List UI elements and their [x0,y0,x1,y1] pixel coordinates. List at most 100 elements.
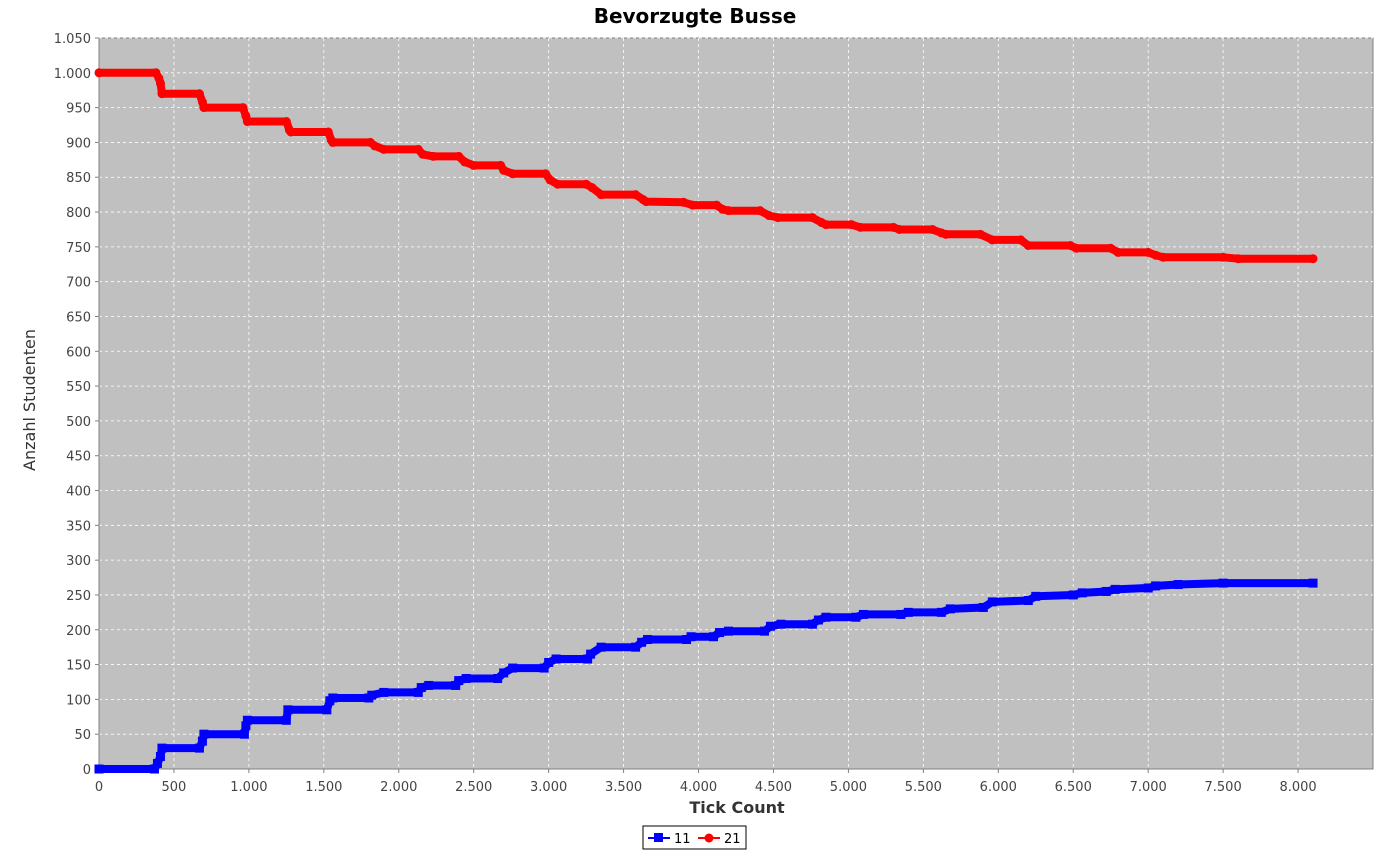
data-point-11 [379,687,389,697]
y-tick-label: 100 [66,693,91,708]
data-point-11 [461,673,471,683]
data-point-11 [1077,588,1087,598]
data-point-21 [773,213,783,223]
data-point-21 [1143,247,1153,257]
data-point-11 [539,663,549,673]
data-point-11 [1031,591,1041,601]
x-axis-label: Tick Count [689,798,785,817]
data-point-21 [631,190,641,200]
data-point-21 [286,127,296,137]
data-point-11 [152,758,162,768]
x-tick-label: 2.500 [455,780,492,795]
data-point-11 [149,764,159,774]
data-point-21 [1023,240,1033,250]
data-point-21 [242,117,252,127]
data-point-21 [641,197,651,207]
data-point-11 [94,764,104,774]
data-point-21 [199,103,209,113]
data-point-21 [370,141,380,151]
data-point-21 [281,117,291,127]
data-point-11 [551,654,561,664]
data-point-11 [776,619,786,629]
data-point-21 [764,211,774,221]
data-point-21 [941,229,951,239]
y-tick-label: 150 [66,659,91,674]
data-point-21 [927,224,937,234]
data-point-11 [322,705,332,715]
grid-lines [99,37,1373,769]
data-point-21 [1308,254,1318,264]
data-point-11 [242,715,252,725]
data-point-11 [987,597,997,607]
y-tick-label: 0 [83,763,91,778]
x-tick-label: 8.000 [1279,780,1316,795]
y-tick-label: 600 [66,345,91,360]
data-point-11 [896,609,906,619]
x-tick-label: 5.500 [905,780,942,795]
data-point-11 [1218,578,1228,588]
data-point-11 [199,729,209,739]
data-point-11 [1173,580,1183,590]
data-point-11 [283,705,293,715]
y-tick-label: 750 [66,241,91,256]
x-tick-label: 7.500 [1205,780,1242,795]
y-tick-label: 550 [66,380,91,395]
data-point-21 [894,224,904,234]
data-point-21 [1158,252,1168,262]
data-point-11 [367,690,377,700]
data-point-11 [686,632,696,642]
y-tick-label: 1.000 [54,67,91,82]
series-layer [94,68,1318,774]
data-point-11 [544,657,554,667]
y-tick-label: 900 [66,136,91,151]
data-point-21 [724,206,734,216]
series-11 [94,578,1318,774]
x-tick-label: 1.000 [230,780,267,795]
y-tick-label: 650 [66,310,91,325]
data-point-11 [194,743,204,753]
data-point-11 [281,715,291,725]
data-point-11 [709,632,719,642]
data-point-21 [755,206,765,216]
y-tick-label: 800 [66,206,91,221]
legend-label-11: 11 [674,832,691,847]
data-point-11 [631,642,641,652]
data-point-11 [765,621,775,631]
data-point-11 [1110,584,1120,594]
legend-marker-circle-icon [704,833,714,843]
data-point-21 [987,235,997,245]
x-tick-label: 7.000 [1130,780,1167,795]
data-point-21 [379,144,389,154]
data-point-11 [903,607,913,617]
data-point-11 [1101,586,1111,596]
axes: 0 50 100 150 200 250 300 350 400 450 500 550 600 650 7… [54,32,1373,795]
data-point-11 [1023,596,1033,606]
series-21 [94,68,1318,264]
data-point-21 [499,165,509,175]
x-tick-label: 2.000 [380,780,417,795]
data-point-21 [418,149,428,159]
data-point-11 [424,680,434,690]
chart-title: Bevorzugte Busse [594,4,797,28]
data-point-11 [451,680,461,690]
data-point-11 [978,602,988,612]
data-point-21 [155,78,165,88]
data-point-11 [715,628,725,638]
data-point-21 [94,68,104,78]
x-tick-label: 4.000 [680,780,717,795]
data-point-11 [821,612,831,622]
y-tick-label: 350 [66,519,91,534]
y-tick-label: 200 [66,624,91,639]
data-point-21 [1151,250,1161,260]
data-point-11 [413,687,423,697]
data-point-11 [813,615,823,625]
x-tick-label: 500 [162,780,187,795]
y-tick-label: 50 [74,728,91,743]
x-tick-label: 6.500 [1055,780,1092,795]
data-point-21 [469,160,479,170]
data-point-21 [807,213,817,223]
y-tick-label: 700 [66,276,91,291]
data-point-21 [323,127,333,137]
data-point-11 [508,663,518,673]
